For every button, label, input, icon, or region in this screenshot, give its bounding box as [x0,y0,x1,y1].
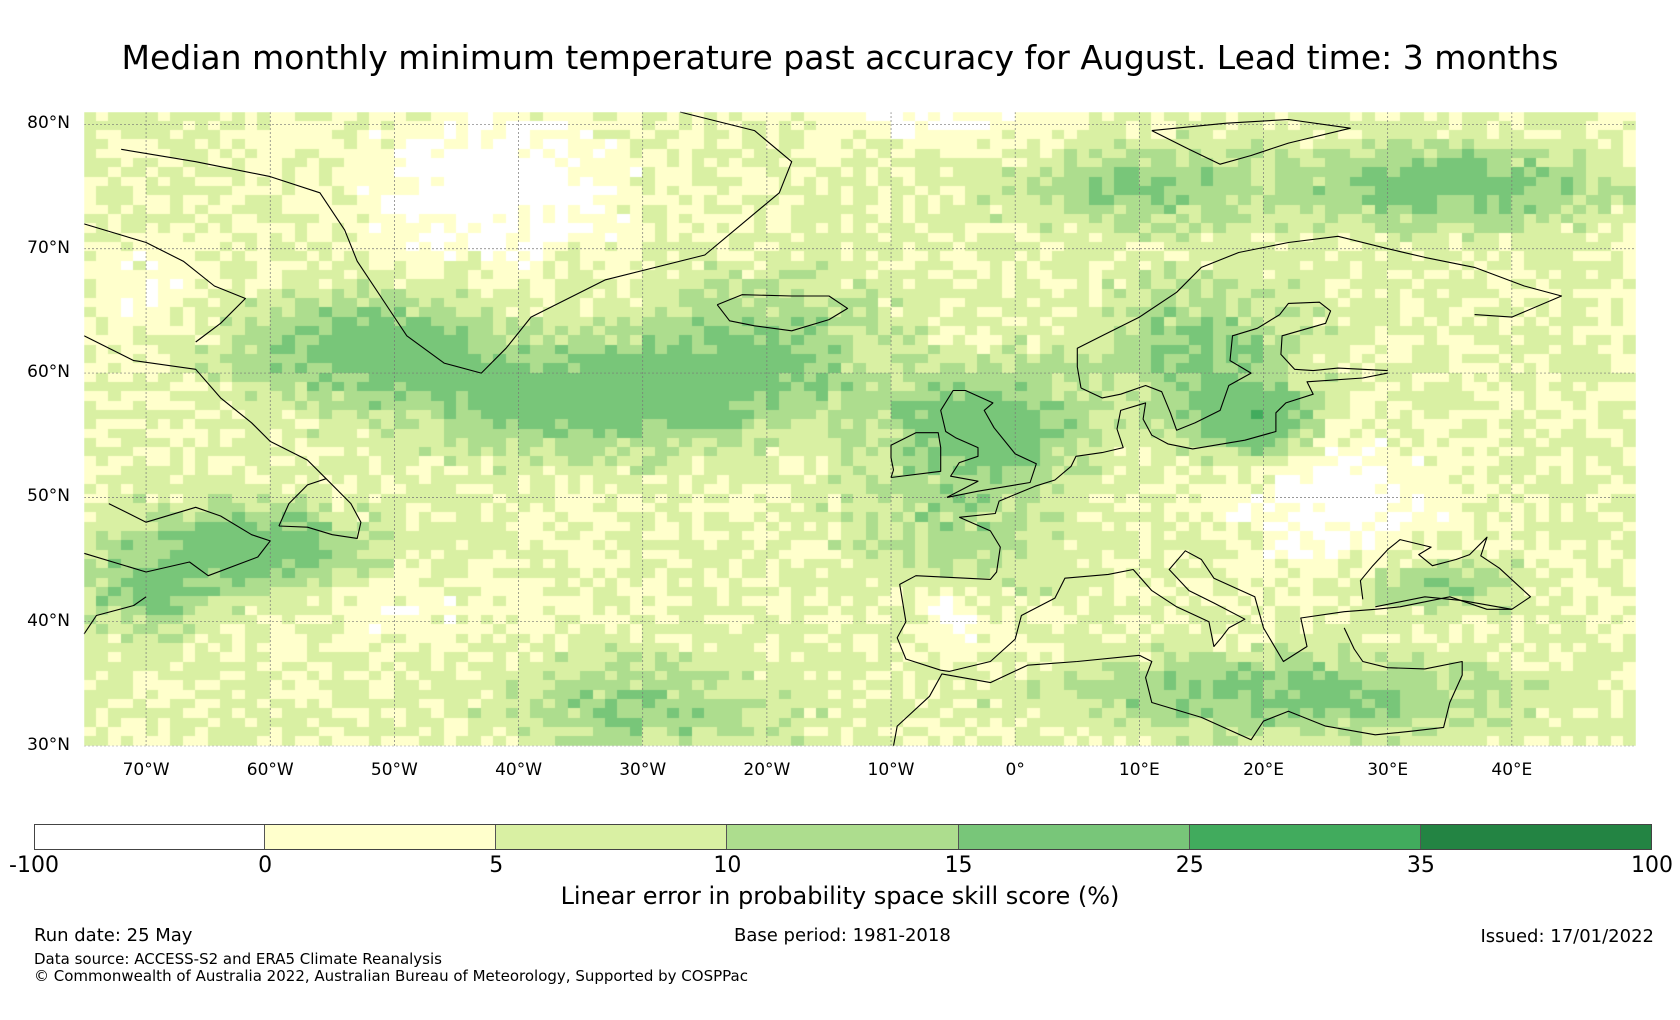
colorbar-tick-label: 5 [489,853,504,878]
lat-label: 80°N [27,113,70,134]
colorbar-frame [34,824,1652,850]
europe-west-coastline [896,516,1512,672]
lat-label: 70°N [27,237,70,258]
map-title: Median monthly minimum temperature past … [121,38,1559,77]
map-border [83,111,1637,747]
svalbard-coastline [1151,118,1351,165]
copyright: © Commonwealth of Australia 2022, Austra… [34,967,748,985]
colorbar-tick-label: 35 [1406,853,1435,878]
lon-label: 50°W [370,760,418,780]
lat-label: 60°N [27,362,70,383]
colorbar-segment [496,824,728,850]
lat-label: 50°N [27,486,70,507]
colorbar-segment [958,824,1190,850]
ireland-coastline [890,432,942,479]
lon-label: 20°E [1243,760,1284,780]
greenland-coastline [121,111,793,374]
base-period: Base period: 1981-2018 [734,925,951,946]
colorbar-tick-label: 0 [258,853,273,878]
colorbar-tick-label: 100 [1631,853,1673,878]
colorbar-segment [727,824,959,850]
lon-label: 10°W [867,760,915,780]
colorbar-segment [1420,824,1652,850]
africa-coastline [892,627,1463,747]
channel-coastline [959,372,1388,518]
colorbar-label: Linear error in probability space skill … [560,882,1120,910]
issued-date: Issued: 17/01/2022 [1480,926,1654,947]
lat-label: 30°N [27,735,70,755]
skill-score-raster [84,112,1636,746]
us-east-coastline [83,596,147,635]
colorbar-tick-label: 15 [944,853,973,878]
black-sea-coastline [1359,536,1532,610]
nova-scotia-coastline [83,503,271,577]
britain-coastline [940,389,1037,498]
newfoundland-coastline [278,478,362,539]
colorbar [34,824,1652,850]
colorbar-segment [265,824,497,850]
colorbar-tick-label: 10 [713,853,742,878]
data-source: Data source: ACCESS-S2 and ERA5 Climate … [34,950,442,968]
lon-label: 40°E [1491,760,1533,780]
lat-label: 40°N [27,610,70,631]
map-overlay [83,111,1637,747]
lon-label: 60°W [246,760,294,780]
lon-label: 40°W [495,760,543,780]
skill-score-map [83,111,1637,747]
colorbar-tick-label: -100 [9,853,59,878]
colorbar-segment [1189,824,1421,850]
lon-label: 20°W [743,760,791,780]
norway-south-coastline [1080,301,1388,431]
labrador-coastline [83,335,327,480]
baffin-coastline [83,223,246,343]
colorbar-tick-label: 25 [1175,853,1204,878]
run-date: Run date: 25 May [34,925,193,946]
iceland-coastline [716,294,849,332]
lon-label: 10°E [1118,760,1160,780]
colorbar-segment [34,824,266,850]
lon-label: 30°W [619,760,667,780]
lon-label: 0° [1005,760,1025,780]
scandinavia-coastline [1076,235,1563,389]
lon-label: 70°W [122,760,170,780]
lon-label: 30°E [1367,760,1409,780]
